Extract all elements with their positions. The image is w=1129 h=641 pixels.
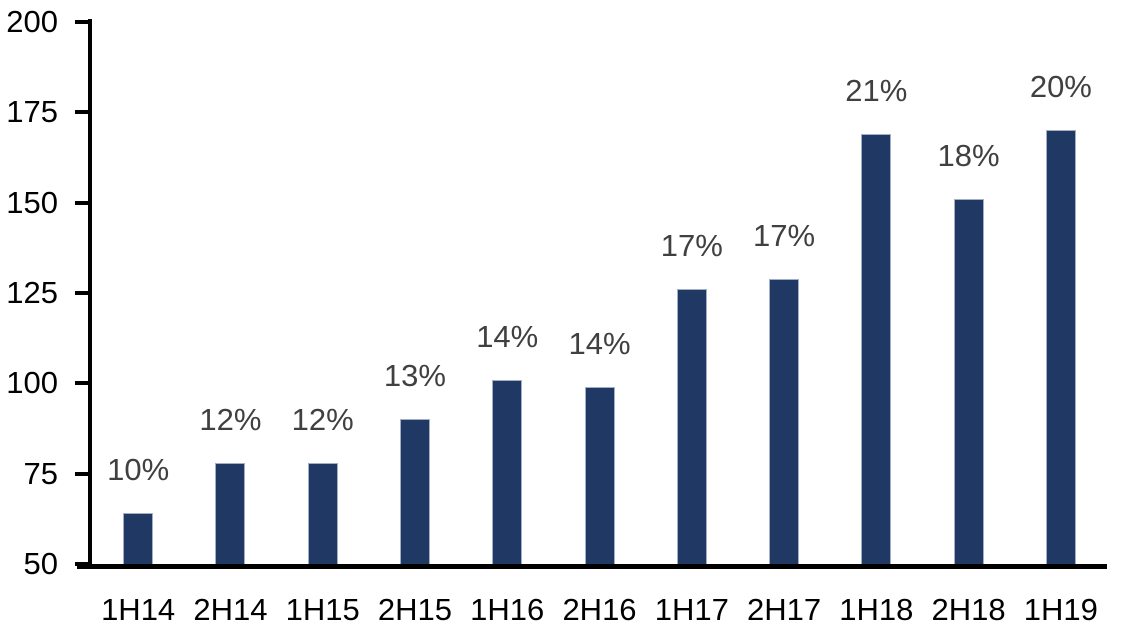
bar-1h18 [861,134,892,564]
x-axis-label: 2H16 [562,592,637,627]
x-axis-label: 1H15 [285,592,360,627]
y-axis-label: 50 [23,546,58,581]
bar-2h17 [769,278,800,564]
y-axis-label: 125 [6,275,58,310]
x-axis-label: 2H18 [931,592,1006,627]
bar-1h19 [1045,130,1076,564]
bar-1h16 [492,379,523,564]
x-axis-label: 1H16 [470,592,545,627]
y-axis-tick [75,110,88,115]
y-axis-label: 75 [23,455,58,491]
y-axis-tick [75,471,88,476]
bar-data-label: 18% [937,138,1000,174]
y-axis-tick [75,562,88,566]
x-axis-label: 1H14 [101,592,176,627]
bar-data-label: 17% [660,228,723,264]
bar-2h16 [584,386,615,564]
x-axis-label: 1H18 [839,592,914,627]
bar-data-label: 10% [107,452,170,488]
y-axis-tick [75,20,88,24]
bar-data-label: 21% [845,73,908,108]
bar-2h14 [215,462,246,564]
y-axis-label: 150 [6,184,58,220]
bar-data-label: 17% [753,217,816,253]
bar-data-label: 20% [1029,69,1092,105]
x-axis-label: 2H14 [193,592,268,627]
y-axis-tick [75,381,88,386]
bar-data-label: 14% [568,325,631,361]
bar-1h15 [307,462,338,564]
bar-data-label: 13% [383,358,446,394]
y-axis-label: 200 [6,4,58,39]
bar-2h15 [399,419,430,564]
bar-data-label: 12% [199,401,262,437]
bar-1h14 [123,513,154,564]
y-axis-label: 175 [6,94,58,130]
x-axis-label: 2H15 [377,592,452,627]
bar-1h17 [676,289,707,564]
y-axis-tick [75,291,88,295]
x-axis-label: 2H17 [746,592,822,627]
x-axis-line [77,564,1107,569]
y-axis-tick [75,200,88,205]
x-axis-label: 1H17 [654,592,729,627]
bar-data-label: 14% [476,318,539,354]
y-axis-line [88,19,92,569]
x-axis-label: 1H19 [1023,592,1098,627]
bar-data-label: 12% [291,401,354,437]
bar-2h18 [953,199,984,564]
y-axis-label: 100 [6,365,58,401]
